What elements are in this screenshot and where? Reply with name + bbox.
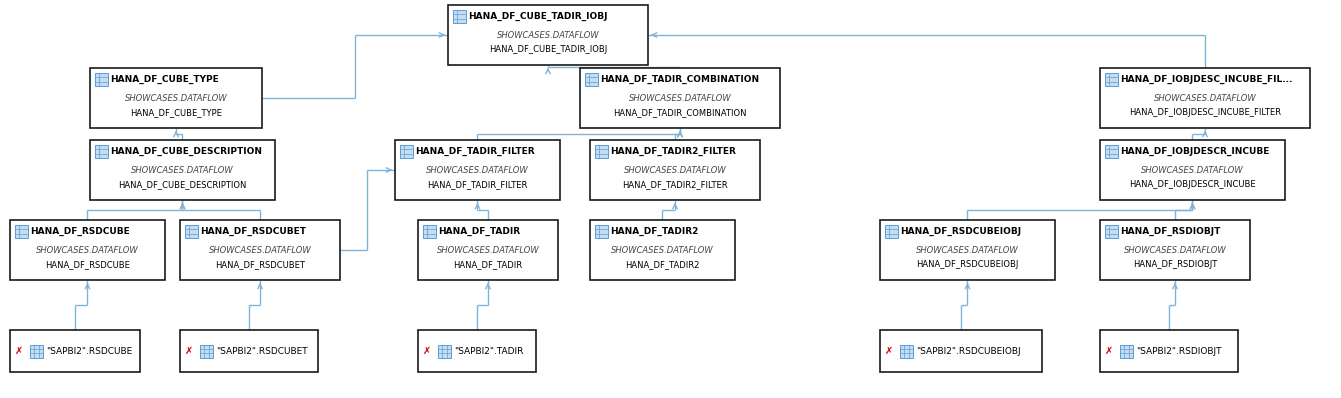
Bar	[180, 220, 341, 280]
Text: SHOWCASES.DATAFLOW: SHOWCASES.DATAFLOW	[209, 246, 311, 255]
Text: "SAPBI2".RSDIOBJT: "SAPBI2".RSDIOBJT	[1136, 347, 1222, 355]
Text: HANA_DF_IOBJDESC_INCUBE_FIL...: HANA_DF_IOBJDESC_INCUBE_FIL...	[1120, 75, 1293, 84]
Text: ✗: ✗	[1105, 346, 1113, 356]
Text: "SAPBI2".TADIR: "SAPBI2".TADIR	[455, 347, 523, 355]
Text: HANA_DF_IOBJDESCR_INCUBE: HANA_DF_IOBJDESCR_INCUBE	[1120, 147, 1270, 156]
Bar	[448, 5, 648, 65]
Bar	[595, 225, 607, 238]
Bar	[1100, 220, 1250, 280]
Text: HANA_DF_TADIR_COMBINATION: HANA_DF_TADIR_COMBINATION	[613, 108, 747, 117]
Text: HANA_DF_TADIR2_FILTER: HANA_DF_TADIR2_FILTER	[610, 147, 736, 156]
Text: SHOWCASES.DATAFLOW: SHOWCASES.DATAFLOW	[36, 246, 139, 255]
Bar	[880, 220, 1055, 280]
Text: HANA_DF_CUBE_DESCRIPTION: HANA_DF_CUBE_DESCRIPTION	[118, 180, 247, 189]
Text: HANA_DF_IOBJDESCR_INCUBE: HANA_DF_IOBJDESCR_INCUBE	[1129, 180, 1255, 189]
Text: SHOWCASES.DATAFLOW: SHOWCASES.DATAFLOW	[125, 94, 228, 103]
Text: HANA_DF_TADIR_FILTER: HANA_DF_TADIR_FILTER	[414, 147, 535, 156]
Text: HANA_DF_TADIR_COMBINATION: HANA_DF_TADIR_COMBINATION	[599, 75, 759, 84]
Bar	[1105, 145, 1118, 158]
Text: SHOWCASES.DATAFLOW: SHOWCASES.DATAFLOW	[611, 246, 713, 255]
Bar	[200, 345, 213, 357]
Text: HANA_DF_CUBE_DESCRIPTION: HANA_DF_CUBE_DESCRIPTION	[110, 147, 261, 156]
Bar	[453, 10, 467, 23]
Bar	[595, 145, 607, 158]
Bar	[30, 345, 43, 357]
Bar	[1105, 73, 1118, 86]
Bar	[880, 330, 1042, 372]
Bar	[9, 220, 165, 280]
Text: HANA_DF_RSDCUBEIOBJ: HANA_DF_RSDCUBEIOBJ	[900, 227, 1021, 236]
Text: HANA_DF_RSDCUBEIOBJ: HANA_DF_RSDCUBEIOBJ	[916, 260, 1019, 269]
Text: ✗: ✗	[422, 346, 430, 356]
Bar	[1105, 225, 1118, 238]
Text: HANA_DF_RSDIOBJT: HANA_DF_RSDIOBJT	[1120, 227, 1220, 236]
Text: ✗: ✗	[185, 346, 193, 356]
Text: SHOWCASES.DATAFLOW: SHOWCASES.DATAFLOW	[1153, 94, 1257, 103]
Bar	[400, 145, 413, 158]
Text: HANA_DF_RSDCUBET: HANA_DF_RSDCUBET	[200, 227, 306, 236]
Bar	[885, 225, 898, 238]
Text: "SAPBI2".RSDCUBET: "SAPBI2".RSDCUBET	[216, 347, 307, 355]
Text: SHOWCASES.DATAFLOW: SHOWCASES.DATAFLOW	[496, 31, 599, 40]
Text: SHOWCASES.DATAFLOW: SHOWCASES.DATAFLOW	[1141, 166, 1244, 175]
Bar	[590, 140, 760, 200]
Bar	[590, 220, 735, 280]
Bar	[1100, 68, 1310, 128]
Text: HANA_DF_CUBE_TYPE: HANA_DF_CUBE_TYPE	[130, 108, 223, 117]
Text: HANA_DF_TADIR2: HANA_DF_TADIR2	[625, 260, 700, 269]
Text: HANA_DF_TADIR2_FILTER: HANA_DF_TADIR2_FILTER	[622, 180, 728, 189]
Bar	[9, 330, 139, 372]
Text: SHOWCASES.DATAFLOW: SHOWCASES.DATAFLOW	[426, 166, 528, 175]
Text: SHOWCASES.DATAFLOW: SHOWCASES.DATAFLOW	[624, 166, 727, 175]
Text: HANA_DF_RSDIOBJT: HANA_DF_RSDIOBJT	[1133, 260, 1218, 269]
Bar	[1100, 330, 1238, 372]
Text: HANA_DF_CUBE_TADIR_IOBJ: HANA_DF_CUBE_TADIR_IOBJ	[489, 45, 607, 54]
Bar	[95, 73, 109, 86]
Text: HANA_DF_TADIR: HANA_DF_TADIR	[439, 227, 520, 236]
Bar	[422, 225, 436, 238]
Bar	[90, 68, 261, 128]
Bar	[185, 225, 198, 238]
Bar	[418, 330, 536, 372]
Text: HANA_DF_RSDCUBE: HANA_DF_RSDCUBE	[30, 227, 130, 236]
Text: HANA_DF_TADIR2: HANA_DF_TADIR2	[610, 227, 699, 236]
Text: HANA_DF_IOBJDESC_INCUBE_FILTER: HANA_DF_IOBJDESC_INCUBE_FILTER	[1129, 108, 1281, 117]
Text: HANA_DF_RSDCUBET: HANA_DF_RSDCUBET	[215, 260, 304, 269]
Bar	[900, 345, 913, 357]
Text: HANA_DF_RSDCUBE: HANA_DF_RSDCUBE	[46, 260, 130, 269]
Bar	[95, 145, 109, 158]
Text: HANA_DF_TADIR: HANA_DF_TADIR	[453, 260, 523, 269]
Text: SHOWCASES.DATAFLOW: SHOWCASES.DATAFLOW	[437, 246, 539, 255]
Bar	[418, 220, 558, 280]
Bar	[585, 73, 598, 86]
Bar	[90, 140, 275, 200]
Bar	[180, 330, 318, 372]
Text: SHOWCASES.DATAFLOW: SHOWCASES.DATAFLOW	[1124, 246, 1226, 255]
Text: SHOWCASES.DATAFLOW: SHOWCASES.DATAFLOW	[131, 166, 233, 175]
Text: SHOWCASES.DATAFLOW: SHOWCASES.DATAFLOW	[916, 246, 1019, 255]
Text: ✗: ✗	[885, 346, 893, 356]
Bar	[1120, 345, 1133, 357]
Bar	[15, 225, 28, 238]
Bar	[396, 140, 561, 200]
Bar	[1100, 140, 1285, 200]
Text: ✗: ✗	[15, 346, 23, 356]
Text: SHOWCASES.DATAFLOW: SHOWCASES.DATAFLOW	[629, 94, 731, 103]
Text: HANA_DF_TADIR_FILTER: HANA_DF_TADIR_FILTER	[428, 180, 528, 189]
Text: "SAPBI2".RSDCUBE: "SAPBI2".RSDCUBE	[46, 347, 133, 355]
Text: HANA_DF_CUBE_TYPE: HANA_DF_CUBE_TYPE	[110, 75, 219, 84]
Bar	[581, 68, 780, 128]
Text: HANA_DF_CUBE_TADIR_IOBJ: HANA_DF_CUBE_TADIR_IOBJ	[468, 12, 607, 21]
Text: "SAPBI2".RSDCUBEIOBJ: "SAPBI2".RSDCUBEIOBJ	[916, 347, 1021, 355]
Bar	[439, 345, 451, 357]
